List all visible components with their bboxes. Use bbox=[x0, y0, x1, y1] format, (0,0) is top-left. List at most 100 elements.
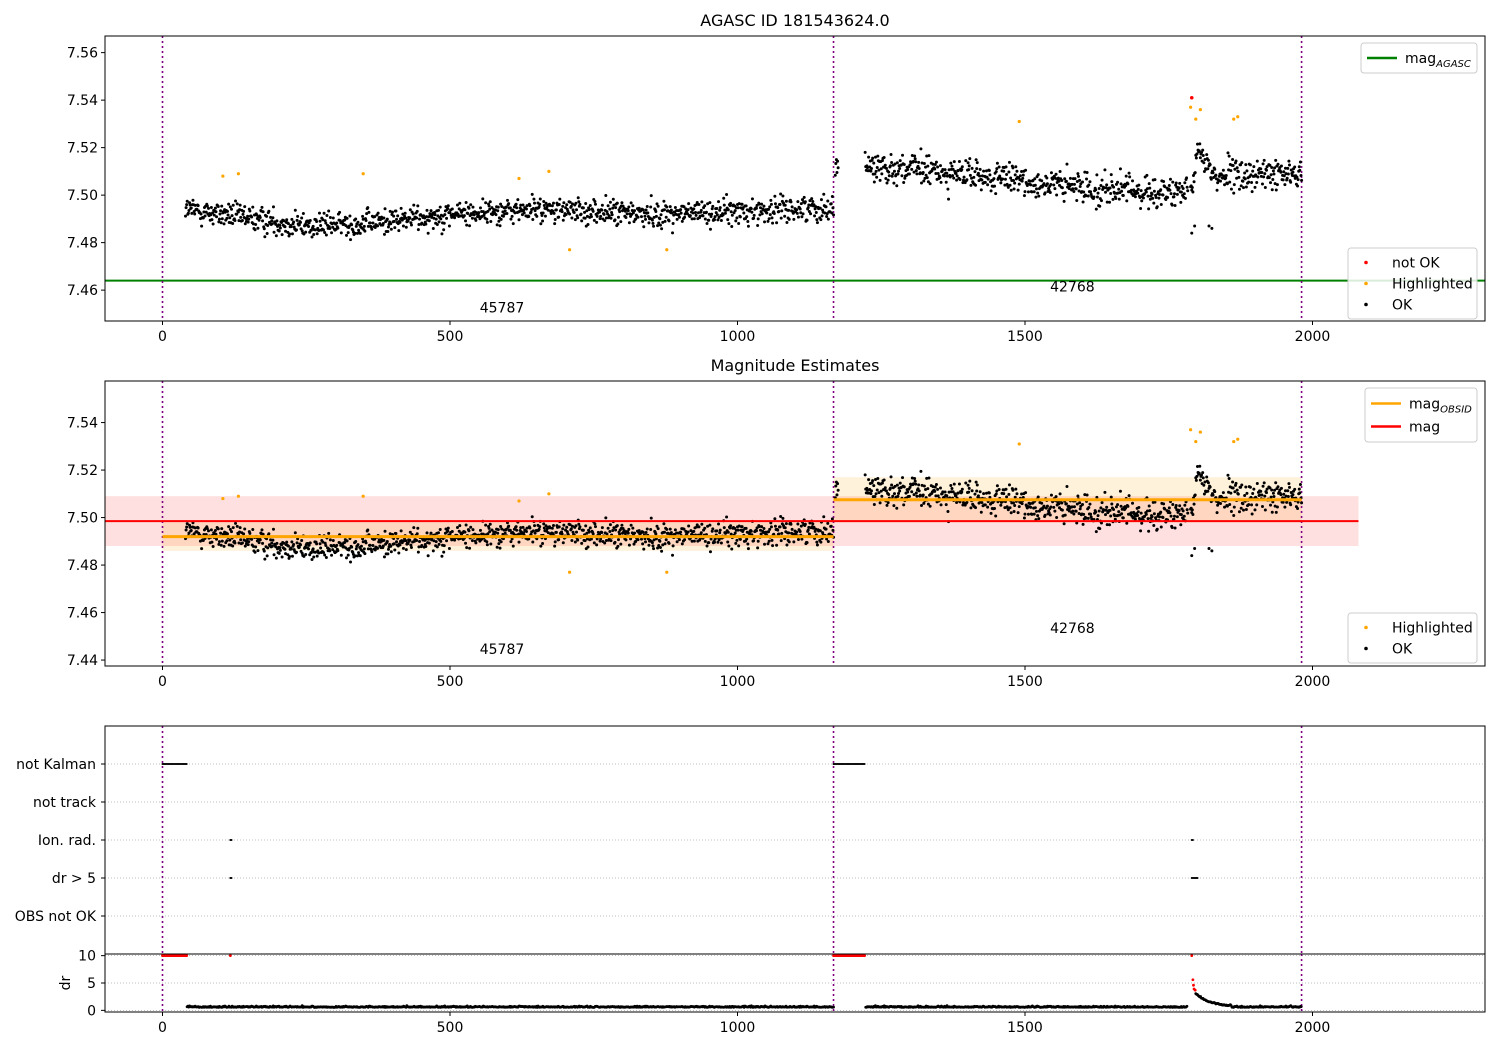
ok-point bbox=[339, 553, 343, 557]
ok-point bbox=[1295, 175, 1299, 179]
ok-point bbox=[416, 526, 420, 530]
ok-point bbox=[336, 226, 340, 230]
ok-point bbox=[486, 209, 490, 213]
ok-point bbox=[952, 160, 956, 164]
ok-point bbox=[1260, 493, 1264, 497]
ok-point bbox=[958, 177, 962, 181]
ok-point bbox=[655, 524, 659, 528]
highlighted-point bbox=[1017, 119, 1021, 124]
legend-box bbox=[1360, 42, 1478, 74]
ok-point bbox=[1205, 153, 1209, 157]
ok-point bbox=[1078, 178, 1082, 182]
ok-point bbox=[875, 175, 879, 179]
ok-point bbox=[795, 211, 799, 215]
ok-point bbox=[466, 211, 470, 215]
ok-point bbox=[716, 540, 720, 544]
ok-point bbox=[368, 543, 372, 547]
ok-point bbox=[1052, 505, 1056, 509]
ok-point bbox=[1119, 182, 1123, 186]
ok-point bbox=[1201, 148, 1205, 152]
ok-point bbox=[1028, 502, 1032, 506]
ok-point bbox=[1053, 176, 1057, 180]
ok-point bbox=[251, 528, 255, 532]
ok-point bbox=[865, 488, 869, 492]
ok-point bbox=[562, 523, 566, 527]
ok-point bbox=[500, 527, 504, 531]
ok-point bbox=[546, 531, 550, 535]
ok-point bbox=[651, 221, 655, 225]
ok-point bbox=[1035, 509, 1038, 513]
ok-point bbox=[504, 527, 508, 531]
ok-point bbox=[951, 174, 955, 178]
ok-point bbox=[1220, 495, 1224, 499]
ok-point bbox=[1073, 177, 1077, 181]
ok-point bbox=[901, 153, 905, 157]
ok-point bbox=[511, 544, 515, 548]
ok-point bbox=[957, 482, 961, 486]
ok-point bbox=[1103, 168, 1107, 172]
ok-point bbox=[914, 169, 918, 173]
ok-point bbox=[1030, 512, 1034, 516]
ok-point bbox=[1289, 168, 1293, 172]
ok-point bbox=[1260, 182, 1264, 186]
ok-point bbox=[875, 488, 879, 492]
ok-point bbox=[933, 489, 937, 493]
ok-point bbox=[328, 226, 332, 230]
ok-point bbox=[1183, 196, 1187, 200]
ok-point bbox=[1013, 495, 1017, 499]
ok-point bbox=[710, 212, 714, 216]
ok-point bbox=[745, 537, 749, 541]
ok-point bbox=[303, 223, 307, 227]
ok-point bbox=[815, 543, 819, 547]
ok-point bbox=[376, 224, 380, 228]
ok-point bbox=[987, 491, 991, 495]
flag-point bbox=[185, 763, 188, 765]
flag-label: not Kalman bbox=[16, 757, 96, 773]
ok-point bbox=[907, 494, 911, 498]
ok-point bbox=[1242, 186, 1245, 190]
ok-point bbox=[792, 217, 796, 221]
ok-point bbox=[606, 526, 610, 530]
ok-point bbox=[1287, 159, 1291, 163]
ok-point bbox=[642, 547, 646, 551]
ok-point bbox=[216, 527, 220, 531]
ok-point bbox=[373, 548, 377, 552]
ok-point bbox=[710, 529, 714, 533]
ok-point bbox=[911, 482, 915, 486]
ok-point bbox=[371, 543, 375, 547]
ok-point bbox=[418, 217, 422, 221]
ok-point bbox=[425, 531, 429, 535]
ok-point bbox=[1270, 166, 1274, 170]
ok-point bbox=[1201, 471, 1205, 475]
ok-point bbox=[1029, 505, 1033, 509]
ok-point bbox=[692, 217, 696, 221]
ok-point bbox=[1210, 549, 1214, 553]
ok-point bbox=[495, 223, 499, 227]
ok-point bbox=[361, 540, 365, 544]
ok-point bbox=[869, 166, 873, 170]
ok-point bbox=[251, 544, 255, 548]
ok-point bbox=[230, 214, 234, 218]
ok-point bbox=[1215, 188, 1219, 192]
ok-point bbox=[1191, 190, 1195, 194]
ok-point bbox=[288, 232, 292, 236]
ok-point bbox=[1289, 503, 1293, 507]
ok-point bbox=[239, 538, 243, 542]
ok-point bbox=[1243, 177, 1247, 181]
ok-point bbox=[447, 224, 451, 228]
ok-point bbox=[408, 208, 412, 212]
highlighted-point bbox=[1194, 439, 1198, 444]
ok-point bbox=[694, 213, 698, 217]
ok-point bbox=[1252, 165, 1256, 169]
ok-point bbox=[718, 531, 722, 535]
ok-point bbox=[826, 217, 830, 221]
ok-point bbox=[254, 222, 258, 226]
ok-point bbox=[661, 220, 665, 224]
ok-point bbox=[800, 198, 804, 202]
ok-point bbox=[1137, 183, 1141, 187]
ok-point bbox=[336, 549, 340, 553]
ok-point bbox=[1249, 495, 1253, 499]
ok-point bbox=[1063, 191, 1067, 195]
ok-point bbox=[1105, 200, 1109, 204]
ok-point bbox=[269, 215, 273, 219]
